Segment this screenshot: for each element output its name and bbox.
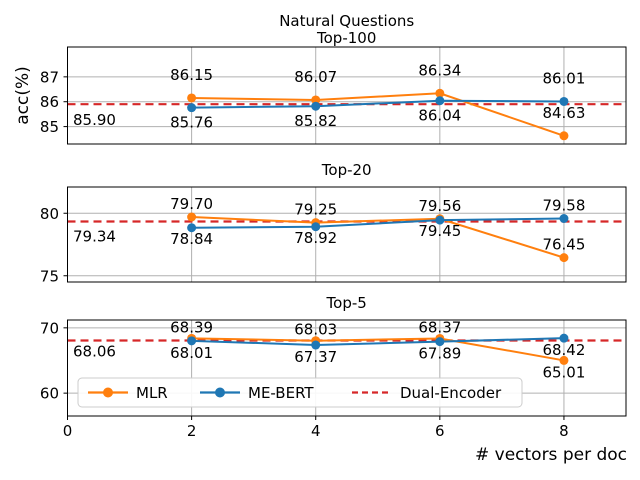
point-value-label: 86.15 xyxy=(170,66,213,84)
legend-label-me-bert: ME-BERT xyxy=(248,384,314,402)
series-line-mlr xyxy=(191,216,565,259)
data-point-mlr xyxy=(187,212,197,222)
subplot-frame xyxy=(67,46,627,145)
data-point-me-bert xyxy=(559,96,569,106)
point-value-label: 68.42 xyxy=(542,341,585,359)
point-value-label: 79.45 xyxy=(418,222,461,240)
y-tick-label: 80 xyxy=(40,205,59,223)
y-tick-label: 85 xyxy=(40,118,59,136)
data-point-mlr xyxy=(559,253,569,263)
point-value-label: 79.25 xyxy=(294,201,337,219)
data-point-mlr xyxy=(311,95,321,105)
point-value-label: 65.01 xyxy=(542,363,585,381)
data-point-me-bert xyxy=(187,103,197,113)
point-value-label: 78.92 xyxy=(294,229,337,247)
point-value-label: 68.03 xyxy=(294,321,337,339)
y-tick-label: 86 xyxy=(40,93,59,111)
point-value-label: 86.04 xyxy=(418,107,461,125)
x-tick-label: 4 xyxy=(311,422,321,440)
series-line-me-bert xyxy=(191,217,564,229)
point-value-label: 85.82 xyxy=(294,112,337,130)
legend-box xyxy=(77,377,523,408)
y-tick-label: 87 xyxy=(40,68,59,86)
point-value-label: 86.07 xyxy=(294,68,337,86)
x-tick-label: 8 xyxy=(559,422,569,440)
point-value-label: 86.01 xyxy=(542,69,585,87)
data-point-me-bert xyxy=(435,215,445,225)
legend-marker-mlr-icon xyxy=(103,387,113,398)
data-point-mlr xyxy=(435,88,445,98)
data-point-me-bert xyxy=(311,222,321,232)
subplot-title-top100: Top-100 xyxy=(316,29,376,47)
y-tick-label: 70 xyxy=(40,319,59,337)
x-tick-label: 2 xyxy=(187,422,197,440)
legend-label-mlr: MLR xyxy=(136,384,168,402)
x-tick-label: 6 xyxy=(435,422,445,440)
data-point-me-bert xyxy=(435,96,445,106)
dual-encoder-value-label: 68.06 xyxy=(73,343,116,361)
x-tick-label: 0 xyxy=(63,422,73,440)
dual-encoder-value-label: 85.90 xyxy=(73,111,116,129)
series-line-me-bert xyxy=(191,99,564,109)
data-point-mlr xyxy=(559,355,569,365)
y-tick-label: 75 xyxy=(40,267,59,285)
point-value-label: 67.89 xyxy=(418,345,461,363)
subplot-frame xyxy=(67,319,627,417)
subplot-title-top5: Top-5 xyxy=(326,294,367,312)
point-value-label: 78.84 xyxy=(170,230,213,248)
dual-encoder-value-label: 79.34 xyxy=(73,228,116,246)
legend-group: MLR ME-BERT Dual-Encoder xyxy=(77,377,523,408)
point-value-label: 85.76 xyxy=(170,114,213,132)
point-value-label: 79.58 xyxy=(542,197,585,215)
data-point-me-bert xyxy=(311,101,321,111)
y-axis-label: acc(%) xyxy=(13,66,33,125)
data-point-mlr xyxy=(559,131,569,141)
point-value-label: 84.63 xyxy=(542,104,585,122)
series-line-me-bert xyxy=(191,337,564,347)
series-line-mlr xyxy=(191,337,565,362)
data-point-me-bert xyxy=(187,223,197,233)
point-value-label: 86.34 xyxy=(418,61,461,79)
point-value-label: 68.01 xyxy=(170,344,213,362)
data-point-me-bert xyxy=(435,337,445,347)
subplot-frame xyxy=(67,186,627,283)
legend-label-dual-encoder: Dual-Encoder xyxy=(400,384,502,402)
subplot-title-top20: Top-20 xyxy=(321,161,372,179)
data-point-me-bert xyxy=(311,340,321,350)
point-value-label: 79.70 xyxy=(170,195,213,213)
point-value-label: 68.37 xyxy=(418,318,461,336)
y-tick-label: 60 xyxy=(40,385,59,403)
data-point-mlr xyxy=(187,93,197,103)
legend-marker-me-bert-icon xyxy=(215,387,225,398)
point-value-label: 79.56 xyxy=(418,197,461,215)
figure-title: Natural Questions xyxy=(279,12,414,30)
data-point-me-bert xyxy=(187,336,197,346)
series-line-mlr xyxy=(191,92,565,137)
data-point-me-bert xyxy=(559,333,569,343)
data-point-me-bert xyxy=(559,214,569,223)
point-value-label: 76.45 xyxy=(542,236,585,254)
point-value-label: 68.39 xyxy=(170,318,213,336)
x-axis-label: # vectors per doc xyxy=(475,445,627,465)
point-value-label: 67.37 xyxy=(294,348,337,366)
